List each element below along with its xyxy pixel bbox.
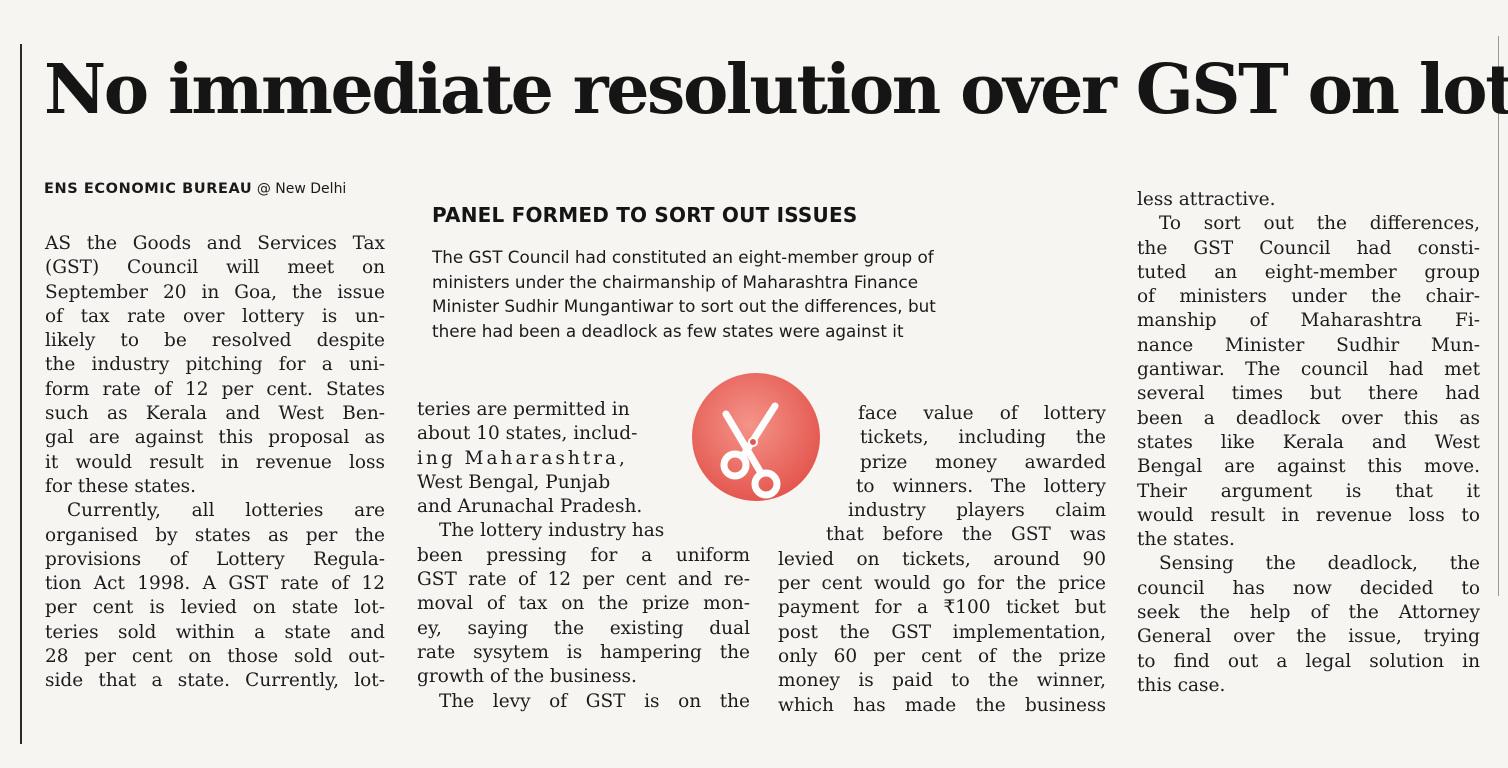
text-line: moval of tax on the prize mon- [417,593,750,615]
text-line: face value of lottery [858,403,1106,424]
text-line: industry players claim [848,500,1106,522]
text-line: to find out a legal solution in [1137,650,1480,672]
text-line: would result in revenue loss to [1137,504,1480,526]
text-line: states like Kerala and West [1137,431,1480,453]
column-rule-left [20,44,22,744]
text-line: levied on tickets, around 90 [778,548,1106,570]
text-line: ey, saying the existing dual [417,617,750,639]
text-line: West Bengal, Punjab [417,471,611,493]
text-line: nance Minister Sudhir Mun- [1137,334,1480,356]
article-column-4: less attractive. To sort out the differe… [1137,188,1480,698]
text-line: the states. [1137,529,1235,551]
text-line: the GST Council had consti- [1137,237,1480,259]
text-line: Sensing the deadlock, the [1159,553,1480,575]
text-line: payment for a ₹100 ticket but [778,597,1106,619]
text-line: money is paid to the winner, [778,670,1106,692]
headline: No immediate resolution over GST on lott… [44,50,1508,130]
article-column-3: face value of lottery tickets, including… [778,402,1106,718]
text-line: teries are permitted in [417,399,630,420]
byline-bureau: ENS ECONOMIC BUREAU [44,181,253,197]
text-line: of ministers under the chair- [1137,286,1480,308]
text-line: of tax rate over lottery is un- [45,305,385,327]
text-line: (GST) Council will meet on [45,257,385,279]
text-line: been pressing for a uniform [417,544,750,566]
text-line: such as Kerala and West Ben- [45,403,385,425]
panel-line: there had been a deadlock as few states … [432,320,904,341]
panel-line: The GST Council had constituted an eight… [432,247,934,267]
text-line: General over the issue, trying [1137,626,1480,648]
text-line: side that a state. Currently, lot- [45,670,385,692]
text-line: prize money awarded [860,451,1106,473]
text-line: manship of Maharashtra Fi- [1137,310,1480,332]
text-line: growth of the business. [417,666,637,688]
text-line: GST rate of 12 per cent and re- [417,569,750,591]
text-line: seek the help of the Attorney [1137,602,1480,624]
text-line: per cent is levied on state lot- [45,597,385,619]
text-line: about 10 states, includ- [417,423,638,445]
text-line: gantiwar. The council had met [1137,359,1480,381]
text-line: ing Maharashtra, [417,447,628,469]
text-line: provisions of Lottery Regula- [45,548,385,570]
text-line: September 20 in Goa, the issue [45,281,385,303]
text-line: 28 per cent on those sold out- [45,646,385,668]
text-line: Currently, all lotteries are [67,500,385,522]
text-line: the industry pitching for a uni- [45,354,385,376]
panel-line: Minister Sudhir Mungantiwar to sort out … [432,296,936,316]
text-line: teries sold within a state and [45,621,385,643]
text-line: AS the Goods and Services Tax [45,233,385,254]
text-line: only 60 per cent of the prize [778,645,1106,667]
article-column-2: teries are permitted in about 10 states,… [417,398,750,714]
text-line: The lottery industry has [439,520,665,542]
text-line: council has now decided to [1137,577,1480,599]
text-line: tion Act 1998. A GST rate of 12 [45,573,385,595]
text-line: likely to be resolved despite [45,330,385,352]
text-line: and Arunachal Pradesh. [417,496,643,518]
text-line: form rate of 12 per cent. States [45,378,385,400]
text-line: Their argument is that it [1137,480,1480,502]
text-line: per cent would go for the price [778,573,1106,595]
byline-location: @ New Delhi [256,181,347,197]
text-line: post the GST implementation, [778,621,1106,643]
text-line: that before the GST was [826,524,1106,546]
article-column-1: AS the Goods and Services Tax (GST) Coun… [45,232,385,694]
text-line: less attractive. [1137,189,1276,210]
text-line: for these states. [45,475,197,497]
text-line: rate sysytem is hampering the [417,641,750,663]
text-line: this case. [1137,674,1226,696]
text-line: gal are against this proposal as [45,427,385,449]
text-line: tickets, including the [860,427,1106,449]
text-line: Bengal are against this move. [1137,456,1480,478]
panel-text: The GST Council had constituted an eight… [432,245,1032,343]
text-line: which has made the business [778,694,1106,716]
panel-line: ministers under the chairmanship of Maha… [432,271,919,292]
text-line: several times but there had [1137,383,1480,405]
byline: ENS ECONOMIC BUREAU @ New Delhi [44,181,346,197]
text-line: To sort out the differences, [1159,213,1480,235]
text-line: it would result in revenue loss [45,451,385,473]
column-rule-right [1498,36,1499,596]
text-line: The levy of GST is on the [439,690,750,712]
text-line: tuted an eight-member group [1137,261,1480,283]
text-line: to winners. The lottery [856,475,1106,497]
panel-heading: PANEL FORMED TO SORT OUT ISSUES [432,203,858,227]
scissors-icon [692,373,820,501]
text-line: organised by states as per the [45,524,385,546]
text-line: been a deadlock over this as [1137,407,1480,429]
